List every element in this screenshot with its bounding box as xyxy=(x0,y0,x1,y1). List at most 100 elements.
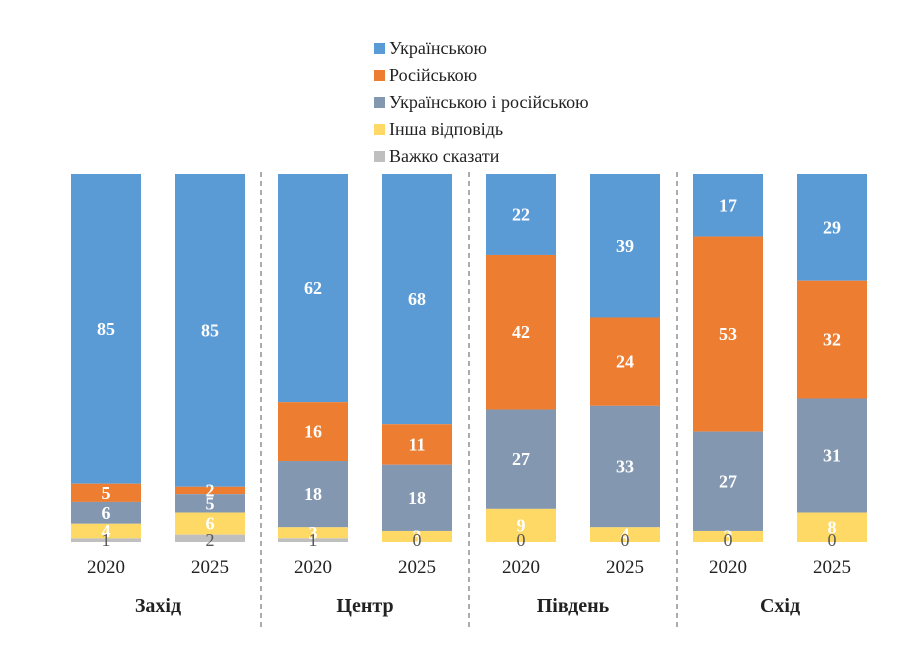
legend-item-both: Українською і російською xyxy=(374,89,589,116)
legend-item-russian: Російською xyxy=(374,62,589,89)
data-label: 5 xyxy=(102,483,111,503)
bar-segment xyxy=(71,523,141,539)
data-label: 6 xyxy=(102,503,111,523)
bar-segment xyxy=(175,512,245,535)
bar-segment xyxy=(278,538,348,542)
data-label: 53 xyxy=(719,324,737,344)
x-tick-label: 2020 xyxy=(502,557,540,578)
data-label: 29 xyxy=(823,217,841,237)
bar-segment xyxy=(590,527,660,542)
x-tick-label: 2025 xyxy=(191,557,229,578)
bar-segment xyxy=(175,534,245,542)
legend-item-ukrainian: Українською xyxy=(374,35,589,62)
data-label: 11 xyxy=(408,434,425,454)
data-label: 33 xyxy=(616,457,634,477)
bar-segment xyxy=(175,494,245,513)
group-label: Захід xyxy=(135,595,181,617)
bar-segment xyxy=(693,431,763,531)
bar-segment xyxy=(797,512,867,542)
group-label: Південь xyxy=(537,595,610,617)
x-tick-label: 2020 xyxy=(87,557,125,578)
data-label: 3 xyxy=(413,526,422,546)
bar-segment xyxy=(278,402,348,462)
data-label: 0 xyxy=(621,530,630,550)
bar-segment xyxy=(278,174,348,403)
bar-segment xyxy=(693,174,763,237)
data-label: 3 xyxy=(724,526,733,546)
bar-segment xyxy=(71,538,141,542)
x-tick-label: 2025 xyxy=(398,557,436,578)
data-label: 6 xyxy=(206,514,215,534)
data-label: 62 xyxy=(304,278,322,298)
x-tick-label: 2025 xyxy=(813,557,851,578)
data-label: 39 xyxy=(616,236,634,256)
legend: Українською Російською Українською і рос… xyxy=(374,35,589,170)
legend-label: Українською xyxy=(389,38,488,58)
legend-item-hard-to-say: Важко сказати xyxy=(374,143,589,170)
x-tick-label: 2020 xyxy=(709,557,747,578)
bar-segment xyxy=(71,501,141,524)
legend-swatch xyxy=(374,124,385,135)
data-label: 2 xyxy=(206,480,215,500)
data-label: 9 xyxy=(517,515,526,535)
group-label: Центр xyxy=(336,595,393,617)
bar-segment xyxy=(486,409,556,509)
data-label: 85 xyxy=(97,319,115,339)
legend-label: Важко сказати xyxy=(389,146,500,166)
data-label: 8 xyxy=(828,517,837,537)
bar-segment xyxy=(797,280,867,399)
x-tick-label: 2020 xyxy=(294,557,332,578)
bar-segment xyxy=(590,317,660,406)
bar-segment xyxy=(278,527,348,539)
bar-segment xyxy=(486,508,556,542)
data-label: 16 xyxy=(304,422,322,442)
legend-swatch xyxy=(374,151,385,162)
x-tick-label: 2025 xyxy=(606,557,644,578)
data-label: 5 xyxy=(206,493,215,513)
legend-swatch xyxy=(374,97,385,108)
data-label: 0 xyxy=(724,530,733,550)
bar-segment xyxy=(486,174,556,255)
bar-segment xyxy=(175,486,245,495)
data-label: 0 xyxy=(828,530,837,550)
bar-segment xyxy=(693,530,763,542)
legend-swatch xyxy=(374,70,385,81)
data-label: 17 xyxy=(719,195,737,215)
data-label: 1 xyxy=(309,530,318,550)
data-label: 31 xyxy=(823,446,841,466)
group-label: Схід xyxy=(760,595,800,617)
data-label: 4 xyxy=(621,525,630,545)
data-label: 1 xyxy=(102,530,111,550)
data-label: 0 xyxy=(413,530,422,550)
bar-segment xyxy=(382,174,452,425)
data-label: 2 xyxy=(206,530,215,550)
data-label: 0 xyxy=(517,530,526,550)
legend-label: Українською і російською xyxy=(389,92,589,112)
bar-segment xyxy=(797,174,867,281)
data-label: 68 xyxy=(408,289,426,309)
data-label: 18 xyxy=(408,488,426,508)
data-label: 24 xyxy=(616,352,634,372)
bar-segment xyxy=(175,174,245,487)
data-label: 27 xyxy=(719,471,737,491)
data-label: 85 xyxy=(201,320,219,340)
bar-segment xyxy=(486,254,556,410)
legend-item-other: Інша відповідь xyxy=(374,116,589,143)
data-label: 22 xyxy=(512,204,530,224)
data-label: 3 xyxy=(309,523,318,543)
data-label: 32 xyxy=(823,330,841,350)
legend-label: Інша відповідь xyxy=(389,119,504,139)
bar-segment xyxy=(693,236,763,432)
bar-segment xyxy=(278,461,348,528)
data-label: 4 xyxy=(102,521,111,541)
data-label: 27 xyxy=(512,449,530,469)
bar-segment xyxy=(590,405,660,528)
legend-label: Російською xyxy=(389,65,478,85)
bar-segment xyxy=(71,483,141,502)
bar-segment xyxy=(382,464,452,531)
bar-segment xyxy=(590,174,660,318)
bar-segment xyxy=(71,174,141,484)
legend-swatch xyxy=(374,43,385,54)
